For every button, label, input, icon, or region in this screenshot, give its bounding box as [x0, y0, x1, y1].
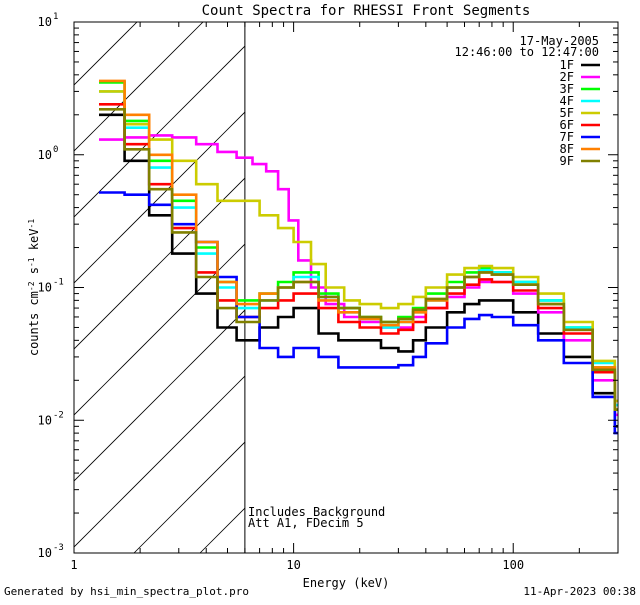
- hatch-line: [332, 0, 640, 553]
- y-label-part: s: [27, 267, 41, 281]
- hatch-line: [199, 507, 245, 553]
- hatch-region: [74, 0, 640, 553]
- y-tick-exponent: -2: [53, 410, 64, 420]
- attenuator-note: Att A1, FDecim 5: [248, 516, 364, 530]
- hatch-lines: [74, 0, 640, 553]
- hatch-line: [74, 309, 245, 482]
- y-tick-label: 10: [38, 546, 52, 560]
- chart-title: Count Spectra for RHESSI Front Segments: [202, 3, 531, 19]
- legend-label: 1F: [560, 58, 574, 72]
- y-label-part: counts cm: [27, 291, 41, 356]
- y-tick-exponent: 1: [53, 12, 58, 22]
- y-label-exponent: -1: [27, 219, 36, 229]
- x-tick-label: 100: [502, 558, 524, 572]
- series-line-6F: [99, 103, 618, 411]
- generated-by-text: Generated by hsi_min_spectra_plot.pro: [4, 585, 250, 598]
- hatch-line: [266, 0, 640, 553]
- legend-label: 9F: [560, 154, 574, 168]
- x-axis-ticks: 1 10 100: [70, 22, 619, 572]
- timestamp-text: 11-Apr-2023 00:38: [523, 585, 636, 598]
- series-line-1F: [99, 113, 618, 428]
- y-tick-label: 10: [38, 413, 52, 427]
- hatch-line: [74, 45, 245, 218]
- y-tick-label: 10: [38, 15, 52, 29]
- x-tick-label: 1: [70, 558, 77, 572]
- hatch-line: [74, 375, 245, 548]
- x-tick-label: 10: [286, 558, 300, 572]
- plot-frame: [73, 21, 619, 554]
- series-line-2F: [99, 134, 618, 417]
- hatch-line: [74, 22, 138, 86]
- legend-label: 3F: [560, 82, 574, 96]
- legend-label: 2F: [560, 70, 574, 84]
- legend-label: 6F: [560, 118, 574, 132]
- series-line-9F: [99, 108, 618, 411]
- legend-label: 5F: [560, 106, 574, 120]
- background-note: Includes Background: [248, 505, 385, 519]
- y-label-part: keV: [27, 228, 41, 257]
- hatch-line: [74, 111, 245, 284]
- y-tick-label: 10: [38, 281, 52, 295]
- hatch-line: [74, 177, 245, 350]
- y-tick-exponent: -3: [53, 543, 64, 553]
- y-tick-exponent: -1: [53, 278, 64, 288]
- hatch-line: [464, 0, 640, 553]
- legend-label: 4F: [560, 94, 574, 108]
- legend-label: 7F: [560, 130, 574, 144]
- date-text: 17-May-2005: [520, 34, 599, 48]
- y-axis-label: counts cm-2 s-1 keV-1: [27, 219, 42, 356]
- series-line-5F: [99, 90, 618, 403]
- y-label-exponent: -1: [27, 257, 36, 267]
- time-range-text: 12:46:00 to 12:47:00: [455, 45, 600, 59]
- legend-label: 8F: [560, 142, 574, 156]
- x-axis-label: Energy (keV): [303, 576, 390, 590]
- series-line-8F: [99, 79, 618, 411]
- y-tick-exponent: 0: [53, 145, 58, 155]
- y-tick-label: 10: [38, 148, 52, 162]
- series-group: [99, 79, 618, 435]
- y-label-exponent: -2: [27, 281, 36, 291]
